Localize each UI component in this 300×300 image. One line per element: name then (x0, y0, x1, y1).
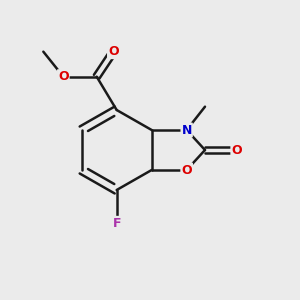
Text: O: O (182, 164, 192, 176)
Text: N: N (182, 124, 192, 136)
Text: O: O (108, 45, 119, 58)
Text: F: F (112, 217, 121, 230)
Text: O: O (231, 143, 242, 157)
Text: O: O (58, 70, 69, 83)
